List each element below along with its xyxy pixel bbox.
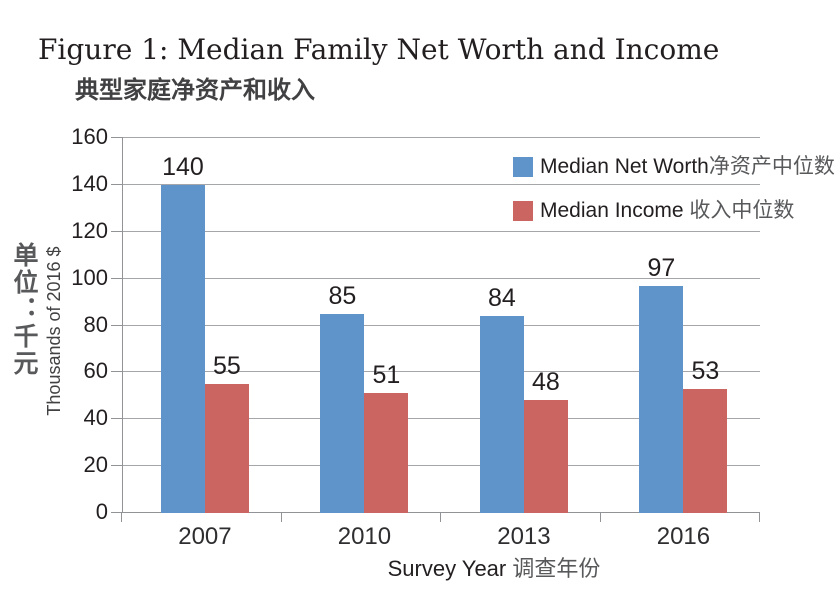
income-value-2010: 51 [372, 361, 401, 389]
income-value-2007: 55 [213, 352, 241, 380]
income-bar-2016 [683, 389, 728, 513]
y-tick-label-0: 0 [95, 499, 108, 524]
gridline-0 [122, 512, 760, 513]
y-tick-label-120: 120 [71, 217, 108, 243]
gridline-20 [122, 465, 760, 467]
x-axis-title: Survey Year 调查年份 [322, 551, 666, 583]
x-category-label-2010: 2010 [337, 523, 392, 550]
net-worth-legend-swatch [513, 157, 533, 177]
gridline-120 [122, 230, 760, 232]
figure-title: Figure 1: Median Family Net Worth and In… [38, 33, 720, 66]
x-category-label-2007: 2007 [178, 523, 232, 550]
net-worth-bar-2007 [160, 185, 205, 513]
y-tick-mark-20 [111, 465, 122, 467]
gridline-80 [122, 324, 760, 326]
gridline-60 [122, 371, 760, 373]
y-tick-mark-40 [111, 418, 122, 420]
net-worth-value-2013: 84 [488, 284, 516, 312]
legend-item-median-income: Median Income 收入中位数 [513, 199, 794, 223]
y-tick-label-60: 60 [83, 358, 108, 384]
y-tick-label-140: 140 [71, 170, 108, 196]
income-value-2013: 48 [532, 368, 560, 396]
income-legend-swatch [513, 201, 533, 221]
net-worth-bar-2010 [320, 314, 365, 513]
x-category-label-2016: 2016 [656, 523, 711, 550]
gridline-40 [122, 418, 760, 420]
x-tick-mark-0 [121, 513, 122, 522]
y-tick-mark-60 [111, 371, 122, 373]
y-tick-label-40: 40 [83, 405, 108, 431]
y-tick-mark-80 [111, 324, 122, 326]
income-bar-2010 [364, 393, 409, 513]
gridline-140 [122, 183, 760, 185]
net-worth-legend-label-zh: 净资产中位数 [708, 155, 835, 178]
y-tick-label-80: 80 [83, 311, 108, 337]
y-tick-label-100: 100 [71, 264, 108, 290]
y-tick-label-20: 20 [83, 452, 108, 478]
y-axis-title-chinese: 单位：千元 [10, 242, 38, 377]
figure-subtitle-chinese: 典型家庭净资产和收入 [75, 77, 315, 104]
x-category-label-2013: 2013 [497, 523, 551, 550]
y-tick-mark-140 [111, 183, 122, 185]
income-legend-label-en: Median Income [540, 199, 690, 222]
income-legend-label: Median Income 收入中位数 [540, 199, 794, 223]
income-value-2016: 53 [691, 357, 720, 385]
y-tick-mark-160 [111, 137, 122, 138]
net-worth-value-2007: 140 [162, 153, 204, 181]
net-worth-value-2016: 97 [647, 254, 676, 282]
x-tick-mark-3 [599, 513, 601, 522]
net-worth-value-2010: 85 [328, 282, 357, 310]
x-tick-mark-2 [440, 513, 441, 522]
x-axis-title-zh: 调查年份 [512, 556, 601, 581]
net-worth-bar-2013 [479, 316, 524, 513]
gridline-160 [122, 137, 760, 138]
income-legend-label-zh: 收入中位数 [689, 199, 795, 222]
gridline-100 [122, 277, 760, 279]
net-worth-legend-label-en: Median Net Worth [540, 155, 709, 178]
x-tick-mark-4 [759, 513, 760, 522]
net-worth-legend-label: Median Net Worth净资产中位数 [540, 155, 835, 179]
y-tick-mark-100 [111, 277, 122, 279]
income-bar-2007 [204, 384, 249, 513]
y-tick-mark-120 [111, 230, 122, 232]
legend-item-median-net-worth: Median Net Worth净资产中位数 [513, 155, 835, 179]
x-tick-mark-1 [280, 513, 282, 522]
y-tick-label-160: 160 [71, 124, 108, 149]
y-tick-mark-0 [111, 512, 122, 513]
y-axis-line [122, 137, 123, 513]
net-worth-bar-2016 [639, 286, 684, 513]
income-bar-2013 [523, 400, 568, 513]
x-axis-title-en: Survey Year [387, 556, 507, 581]
